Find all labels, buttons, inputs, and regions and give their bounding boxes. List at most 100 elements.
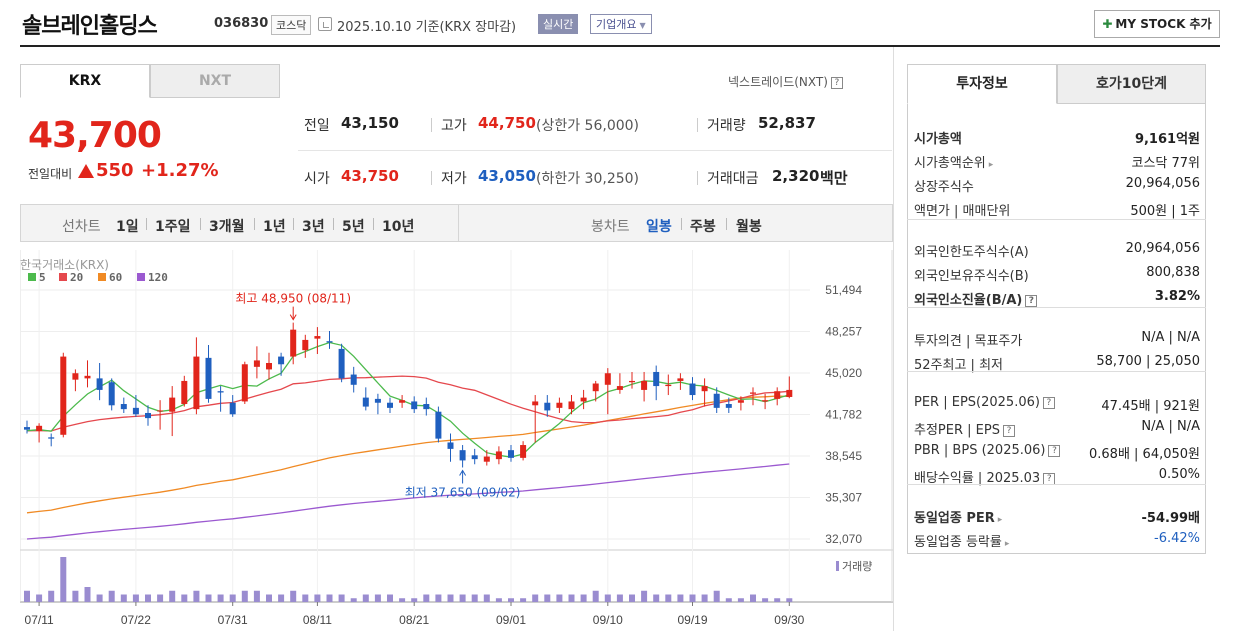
volume-label: 거래량 [842,560,872,573]
candle-daily[interactable]: 일봉 [646,219,672,235]
candle-body [302,339,309,351]
candle-body [750,392,756,394]
x-tick-label: 09/10 [593,613,623,627]
nexttrade-link[interactable]: 넥스트레이드(NXT)? [728,73,843,90]
candle-body [725,404,732,408]
period-3m[interactable]: 3개월 [209,219,245,235]
invest-row-value: 500원 | 1주 [1130,204,1200,219]
legend-label: 20 [70,271,83,284]
company-overview-dropdown[interactable]: 기업개요 ▼ [590,14,652,34]
invest-row-value: 3.82% [1154,289,1200,304]
invest-row-value: 58,700 | 25,050 [1096,354,1200,369]
volume-bar [36,594,43,602]
period-3y[interactable]: 3년 [302,219,325,235]
tab-krx[interactable]: KRX [20,64,150,98]
nav-sep [146,218,147,230]
volume-bar [592,590,599,602]
high-value: 44,750 [478,114,536,132]
ma120-line [26,463,790,540]
period-5y[interactable]: 5년 [342,219,365,235]
volume-bar [677,594,684,602]
invest-row-label-text: 동일업종 PER [914,511,995,526]
y-tick-label: 38,545 [825,449,862,463]
my-stock-label: MY STOCK 추가 [1115,17,1212,31]
candle-chart-label: 봉차트 [591,219,630,235]
invest-row-value: -6.42% [1154,531,1200,546]
invest-row-label[interactable]: 시가총액순위 ▸ [914,152,993,171]
price-chart[interactable]: 51,494 48,257 45,020 41,782 38,545 35,307 32,0… [20,250,893,631]
volume-bar [399,598,406,602]
realtime-button[interactable]: 실시간 [538,14,579,34]
y-tick-label: 41,782 [825,408,862,422]
candle-body [145,412,151,419]
nav-sep [373,218,374,230]
candle-body [411,401,418,410]
period-10y[interactable]: 10년 [382,219,415,235]
period-1y[interactable]: 1년 [263,219,286,235]
help-icon[interactable]: ? [1048,444,1061,457]
candle-body [314,336,321,339]
candle-body [459,450,466,461]
high-label: 고가 [441,118,467,134]
candle-body [762,400,769,402]
candle-body [84,375,91,379]
candle-body [193,356,200,410]
candle-body [774,391,781,399]
volume-bar [604,594,611,602]
candle-body [326,341,333,343]
lower-limit: (하한가 30,250) [536,171,640,187]
candle-body [36,425,43,431]
y-tick-label: 35,307 [825,491,862,505]
volume-bar [290,590,297,602]
min-arrow-head [459,469,467,476]
invest-row-label-text: PBR | BPS (2025.06) [914,443,1046,458]
legend-label: 60 [109,271,122,284]
volume-bar [217,594,224,602]
volume-bar [786,598,793,602]
volume-bar [459,594,466,602]
header-divider [20,45,1220,47]
volume-bar [84,587,91,602]
volume-bar [423,594,430,602]
volume-bar [350,598,357,602]
tab-orderbook[interactable]: 호가10단계 [1057,64,1206,104]
period-1d[interactable]: 1일 [116,219,139,235]
candle-body [435,411,442,439]
invest-row-label-text: 액면가 | 매매단위 [914,204,1011,219]
change-label: 전일대비 [28,167,73,181]
help-icon[interactable]: ? [1043,472,1056,485]
tab-nxt[interactable]: NXT [150,64,280,98]
chevron-right-icon: ▸ [988,160,994,170]
invest-row-label[interactable]: 동일업종 PER ▸ [914,507,1002,526]
volume-bar [132,594,139,602]
candle-body [568,401,575,410]
help-icon[interactable]: ? [1025,294,1038,307]
invest-row-label: PBR | BPS (2025.06)? [914,443,1061,458]
candle-body [60,356,67,435]
period-1w[interactable]: 1주일 [155,219,191,235]
candle-body [520,445,527,458]
invest-row-value: 20,964,056 [1125,176,1200,191]
ma60-line [26,395,790,514]
volume-bar [435,594,442,602]
volume-bar [362,594,369,602]
candle-monthly[interactable]: 월봉 [736,219,762,235]
volume-bar [556,594,563,602]
candle-weekly[interactable]: 주봉 [690,219,716,235]
candle-body [278,356,285,365]
my-stock-add-button[interactable]: ✚ MY STOCK 추가 [1094,10,1220,38]
candle-body [423,404,430,410]
candle-body [96,378,103,390]
help-icon[interactable]: ? [1002,424,1015,437]
tab-invest-info[interactable]: 투자정보 [907,64,1057,104]
max-annotation: 최고 48,950 (08/11) [235,292,351,306]
help-icon[interactable]: ? [830,76,843,89]
legend-label: 5 [39,271,46,284]
legend-label: 120 [148,271,168,284]
candle-body [665,384,672,387]
help-icon[interactable]: ? [1042,396,1055,409]
invest-row-label[interactable]: 동일업종 등락률 ▸ [914,531,1009,550]
current-price: 43,700 [28,115,162,156]
legend-swatch [137,273,145,281]
ma5-line [26,341,790,458]
